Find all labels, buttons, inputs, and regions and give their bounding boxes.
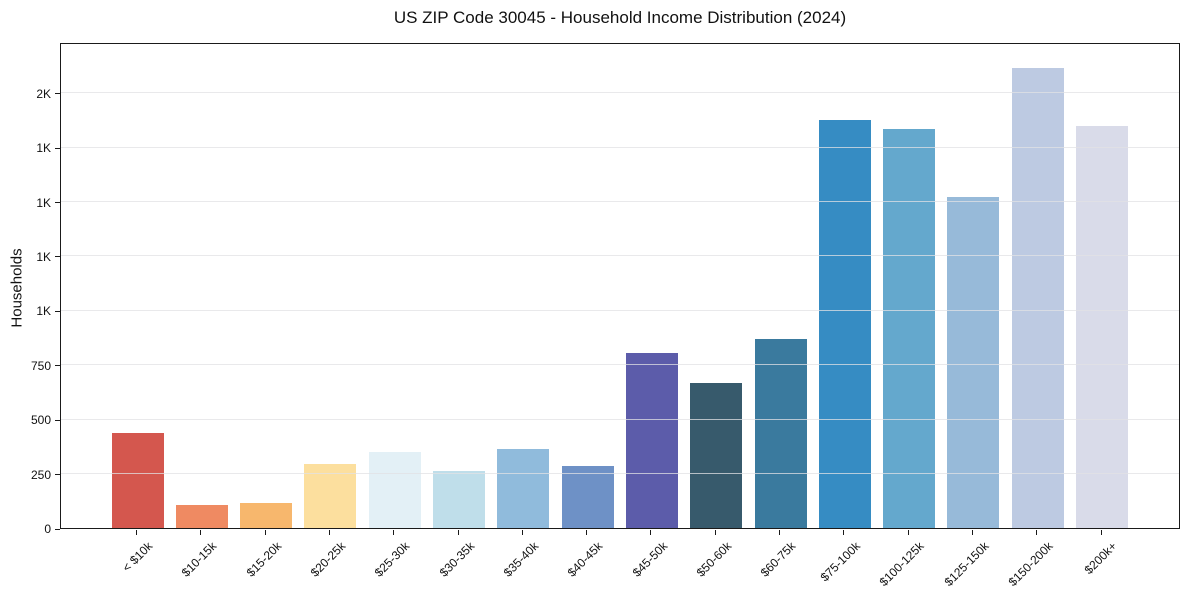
x-tick-label: $150-200k	[1005, 539, 1056, 590]
gridline	[61, 92, 1179, 94]
y-tick-mark	[55, 365, 60, 367]
bar-40-45k	[561, 465, 614, 528]
bar-25-30k	[368, 451, 421, 528]
bar-45-50k	[625, 352, 678, 528]
chart-title: US ZIP Code 30045 - Household Income Dis…	[393, 8, 847, 27]
y-tick-label: 1K	[36, 195, 51, 210]
y-tick-label: 0	[44, 522, 51, 536]
x-tick-mark	[650, 530, 652, 535]
x-tick-label: $200k+	[1081, 539, 1120, 577]
y-tick-label: 250	[30, 467, 51, 482]
y-tick-label: 2K	[36, 86, 51, 101]
bar-35-40k	[497, 448, 550, 528]
y-tick-label: 750	[30, 358, 51, 373]
x-tick-mark	[907, 530, 909, 535]
bar-50-60k	[690, 383, 743, 528]
x-tick-label: < $10k	[119, 539, 156, 575]
bar-20-25k	[304, 463, 357, 528]
x-tick-mark	[264, 530, 266, 535]
x-tick-label: $15-20k	[243, 539, 285, 580]
bar-60-75k	[754, 338, 807, 528]
x-tick-label: $60-75k	[757, 539, 799, 580]
gridline	[61, 473, 1179, 475]
y-tick-mark	[55, 419, 60, 421]
x-tick-label: $30-35k	[436, 539, 477, 580]
y-tick-mark	[55, 93, 60, 95]
gridline	[61, 309, 1179, 311]
x-tick-mark	[1100, 530, 1102, 535]
gridline	[61, 418, 1179, 420]
y-axis-label: Households	[8, 248, 26, 328]
bar-30-35k	[433, 471, 485, 528]
y-tick-mark	[55, 147, 60, 149]
y-tick-label: 1K	[36, 304, 51, 319]
x-tick-mark	[136, 530, 137, 535]
x-tick-mark	[843, 530, 845, 535]
gridline	[61, 255, 1179, 257]
x-tick-label: $50-60k	[693, 539, 735, 580]
bar-150-200k	[1011, 67, 1064, 528]
bar-15-20k	[240, 502, 293, 528]
x-tick-label: $100-125k	[877, 539, 928, 590]
x-tick-mark	[457, 530, 459, 535]
x-tick-mark	[779, 530, 780, 535]
x-tick-mark	[1036, 530, 1038, 535]
bar-10-15k	[175, 505, 228, 528]
x-tick-label: $20-25k	[307, 539, 349, 580]
x-tick-label: $40-45k	[564, 539, 606, 580]
x-tick-mark	[586, 530, 588, 535]
y-tick-label: 1K	[36, 141, 51, 156]
x-tick-label: $125-150k	[941, 539, 992, 590]
y-tick-mark	[55, 474, 60, 476]
gridline	[61, 201, 1179, 203]
plot-area	[60, 43, 1180, 529]
x-tick-mark	[714, 530, 716, 535]
bar-200k	[1076, 126, 1128, 528]
y-tick-mark	[55, 310, 60, 312]
bar-125-150k	[947, 197, 1000, 528]
x-tick-label: $10-15k	[179, 539, 220, 580]
x-tick-mark	[200, 530, 202, 535]
bar-10k	[111, 433, 164, 528]
y-tick-label: 500	[30, 413, 51, 428]
x-tick-mark	[971, 530, 973, 535]
x-tick-mark	[393, 530, 395, 535]
gridline	[61, 364, 1179, 366]
y-tick-mark	[55, 256, 60, 258]
gridline	[61, 146, 1179, 148]
x-tick-mark	[328, 530, 330, 535]
x-tick-label: $45-50k	[629, 539, 670, 580]
x-tick-label: $35-40k	[500, 539, 542, 580]
bar-75-100k	[818, 119, 871, 528]
bar-100-125k	[883, 128, 936, 528]
y-tick-mark	[55, 528, 60, 530]
y-tick-label: 1K	[36, 249, 51, 264]
x-tick-label: $75-100k	[817, 539, 863, 585]
y-tick-mark	[55, 202, 60, 204]
x-tick-label: $25-30k	[372, 539, 413, 580]
x-tick-mark	[521, 530, 523, 535]
